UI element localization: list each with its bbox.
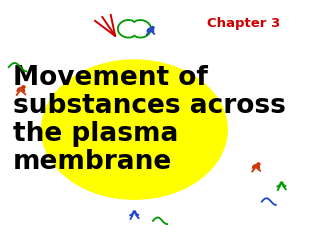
Circle shape (42, 60, 227, 199)
Text: Movement of
substances across
the plasma
membrane: Movement of substances across the plasma… (13, 65, 286, 175)
Text: Chapter 3: Chapter 3 (207, 17, 280, 30)
